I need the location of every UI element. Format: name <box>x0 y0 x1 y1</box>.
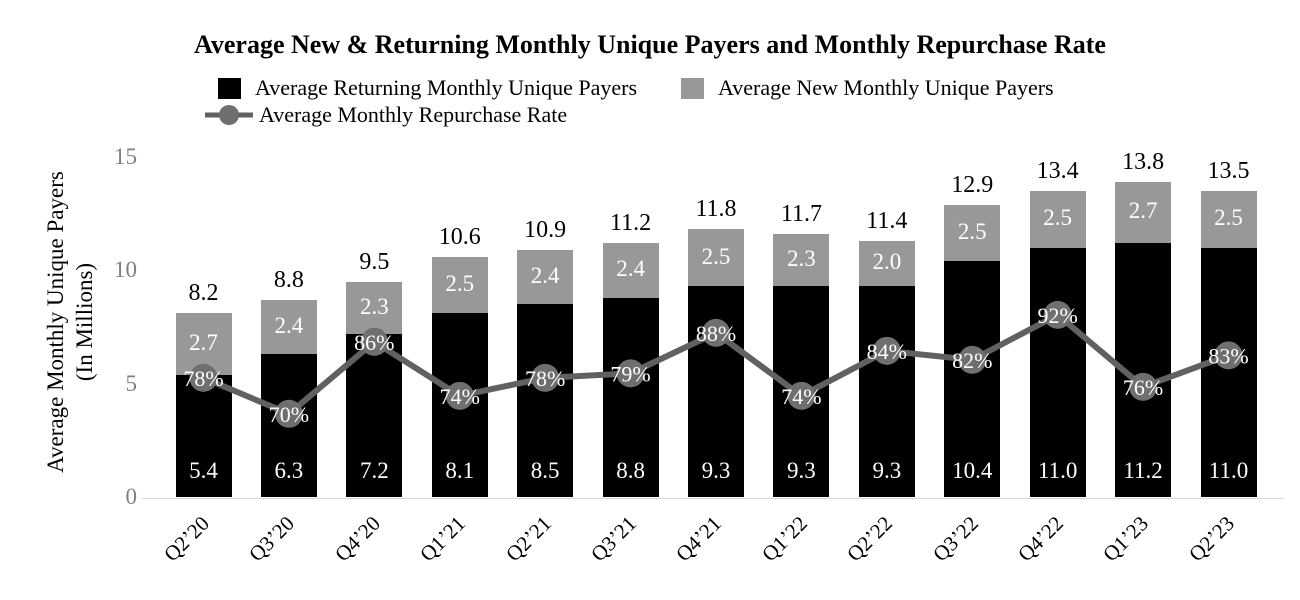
bar-new-segment <box>944 204 1001 262</box>
bar-total-label: 12.9 <box>951 171 994 198</box>
bar-new-segment <box>773 234 830 287</box>
x-axis-category-label: Q4’22 <box>1013 511 1068 567</box>
bar-returning-value-label: 9.3 <box>787 458 816 483</box>
bar-returning-value-label: 10.4 <box>952 458 993 483</box>
bar-returning-value-label: 8.1 <box>445 458 475 483</box>
bar-returning-value-label: 9.3 <box>872 458 902 483</box>
bar-total-label: 11.4 <box>866 207 908 234</box>
x-axis-category-label: Q1’22 <box>756 511 812 567</box>
bar-returning-value-label: 11.2 <box>1123 458 1163 483</box>
bar-new-value-label: 2.5 <box>957 218 987 244</box>
legend-label: Average Monthly Repurchase Rate <box>259 102 568 127</box>
bar-new-segment <box>517 249 574 305</box>
chart-title: Average New & Returning Monthly Unique P… <box>194 30 1106 59</box>
bar-returning-value-label: 6.3 <box>274 458 304 483</box>
x-axis-category-label: Q4’20 <box>329 511 385 567</box>
bar-new-value-label: 2.5 <box>701 243 731 269</box>
bar-new-value-label: 2.3 <box>787 246 816 272</box>
legend-label: Average Returning Monthly Unique Payers <box>255 75 638 100</box>
y-tick-label: 15 <box>114 143 137 169</box>
legend-label: Average New Monthly Unique Payers <box>718 75 1054 100</box>
bar-new-segment <box>602 243 659 298</box>
bar-new-segment <box>1029 190 1086 248</box>
y-axis-title: Average Monthly Unique Payers (In Millio… <box>41 150 99 494</box>
x-axis-line <box>142 498 1284 499</box>
bar-new-value-label: 2.5 <box>445 271 475 297</box>
legend-item-new-payers: Average New Monthly Unique Payers <box>681 75 1054 100</box>
bar-returning-value-label: 9.3 <box>701 458 731 483</box>
legend-item-returning-payers: Average Returning Monthly Unique Payers <box>218 75 638 100</box>
gray-square-swatch-icon <box>681 77 704 99</box>
bar-total-label: 11.2 <box>610 210 652 237</box>
bar-returning-value-label: 5.4 <box>189 458 218 483</box>
bar-total-label: 13.5 <box>1207 157 1250 184</box>
legend-circle <box>219 105 239 125</box>
x-axis-category-label: Q3’22 <box>927 511 983 567</box>
bar-total-label: 8.2 <box>188 280 219 307</box>
bar-returning-value-label: 8.5 <box>530 458 560 483</box>
bar-total-label: 11.8 <box>695 196 737 223</box>
x-axis-category-label: Q2’21 <box>500 511 556 567</box>
x-axis-category-label: Q3’20 <box>244 511 300 567</box>
bar-returning-value-label: 11.0 <box>1037 458 1078 483</box>
bar-new-value-label: 2.5 <box>1214 205 1243 231</box>
bar-new-segment <box>431 256 488 314</box>
bar-returning-value-label: 8.8 <box>616 458 645 483</box>
bar-new-value-label: 2.5 <box>1043 205 1073 231</box>
bar-total-label: 13.4 <box>1036 157 1079 184</box>
bar-total-label: 10.9 <box>524 216 567 243</box>
bar-returning-value-label: 11.0 <box>1208 458 1249 483</box>
bar-total-label: 10.6 <box>438 223 481 250</box>
x-axis-category-label: Q1’23 <box>1098 511 1154 567</box>
bar-total-label: 9.5 <box>359 248 390 275</box>
bar-new-segment <box>688 229 744 287</box>
y-tick-label: 10 <box>114 257 137 283</box>
bar-new-value-label: 2.0 <box>872 249 902 275</box>
line-marker-icon <box>205 105 253 125</box>
bar-new-segment <box>858 240 915 287</box>
legend-item-repurchase-rate: Average Monthly Repurchase Rate <box>205 102 568 127</box>
bar-total-label: 13.8 <box>1122 148 1165 175</box>
y-tick-label: 5 <box>125 370 138 396</box>
bar-returning-value-label: 7.2 <box>359 458 389 483</box>
bar-new-value-label: 2.4 <box>530 263 560 289</box>
black-square-swatch-icon <box>218 77 241 99</box>
bar-total-label: 11.7 <box>780 201 822 228</box>
y-axis-title-line1: Average Monthly Unique Payers <box>43 171 68 473</box>
x-axis-category-label: Q2’22 <box>842 511 898 567</box>
x-axis-category-label: Q3’21 <box>585 511 641 567</box>
bar-new-value-label: 2.4 <box>274 312 304 338</box>
x-axis-category-label: Q2’23 <box>1183 511 1239 567</box>
x-axis-category-label: Q1’21 <box>415 511 471 567</box>
y-axis-title-line2: (In Millions) <box>72 262 97 382</box>
bar-new-value-label: 2.3 <box>359 293 389 319</box>
bar-new-value-label: 2.7 <box>189 329 218 355</box>
y-tick-label: 0 <box>125 484 138 509</box>
x-axis-category-label: Q4’21 <box>671 511 727 567</box>
bar-new-segment <box>1200 190 1257 248</box>
bar-total-label: 8.8 <box>273 266 304 293</box>
bar-new-segment <box>1115 181 1172 244</box>
bar-new-value-label: 2.7 <box>1128 198 1158 224</box>
x-axis-category-label: Q2’20 <box>158 511 214 567</box>
bar-new-value-label: 2.4 <box>616 256 645 282</box>
